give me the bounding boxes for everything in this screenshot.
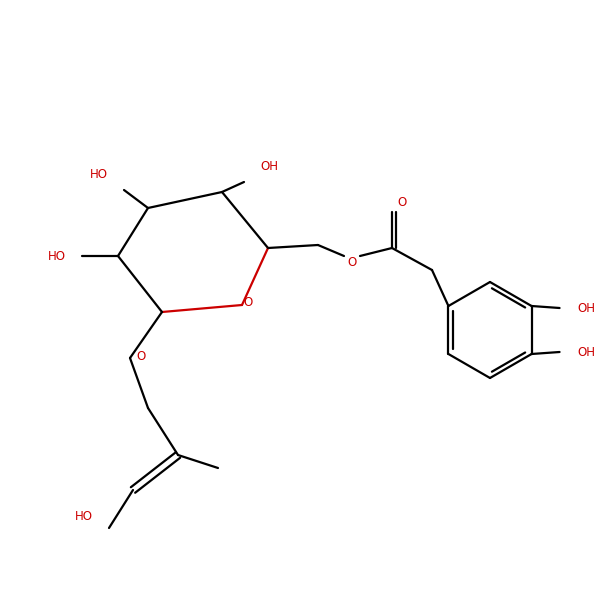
Text: O: O: [397, 196, 407, 208]
Text: O: O: [136, 349, 145, 362]
Text: HO: HO: [90, 167, 108, 181]
Text: OH: OH: [578, 346, 596, 358]
Text: O: O: [347, 256, 356, 269]
Text: O: O: [244, 296, 253, 310]
Text: HO: HO: [75, 509, 93, 523]
Text: HO: HO: [48, 250, 66, 263]
Text: OH: OH: [260, 160, 278, 173]
Text: OH: OH: [578, 301, 596, 314]
